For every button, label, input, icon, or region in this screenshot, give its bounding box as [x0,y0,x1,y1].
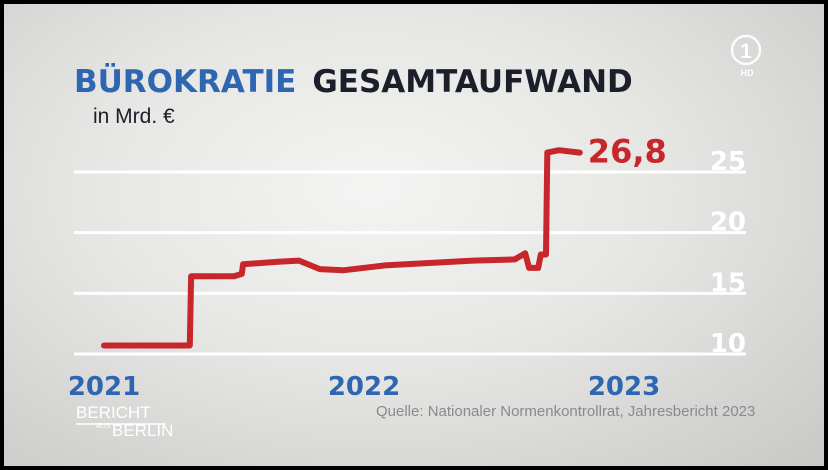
y-tick-label: 10 [710,329,746,359]
y-tick-label: 25 [710,147,746,177]
y-tick-label: 15 [710,268,746,298]
x-tick-label: 2021 [68,372,140,402]
ard-logo-icon [730,34,762,66]
title-part-2: GESAMTAUFWAND [312,64,632,100]
grid [74,170,746,356]
source-text: Quelle: Nationaler Normenkontrollrat, Ja… [376,403,755,420]
y-axis: 10 15 20 25 [710,147,746,359]
unit-label: in Mrd. € [93,105,175,128]
ard-logo-number: 1 [740,40,752,63]
chart: BÜROKRATIE GESAMTAUFWAND in Mrd. € 10 15 2… [68,34,762,440]
broadcast-screen: BÜROKRATIE GESAMTAUFWAND in Mrd. € 10 15 2… [4,4,824,466]
chart-title: BÜROKRATIE GESAMTAUFWAND [74,63,633,100]
x-tick-label: 2022 [328,372,400,402]
end-value-label: 26,8 [588,133,667,171]
logo-line-1: BERICHT [76,403,151,422]
logo-line-2: AUS [96,423,111,430]
x-axis: 2021 2022 2023 [68,372,660,402]
logo-line-3: BERLIN [112,421,173,440]
x-tick-label: 2023 [588,372,660,402]
hd-label: HD [741,68,754,78]
show-logo: BERICHT AUS BERLIN [76,403,173,440]
y-tick-label: 20 [710,208,746,238]
title-part-1: BÜROKRATIE [74,63,296,100]
ard-logo: 1 HD [730,34,762,78]
series-line [101,147,583,349]
